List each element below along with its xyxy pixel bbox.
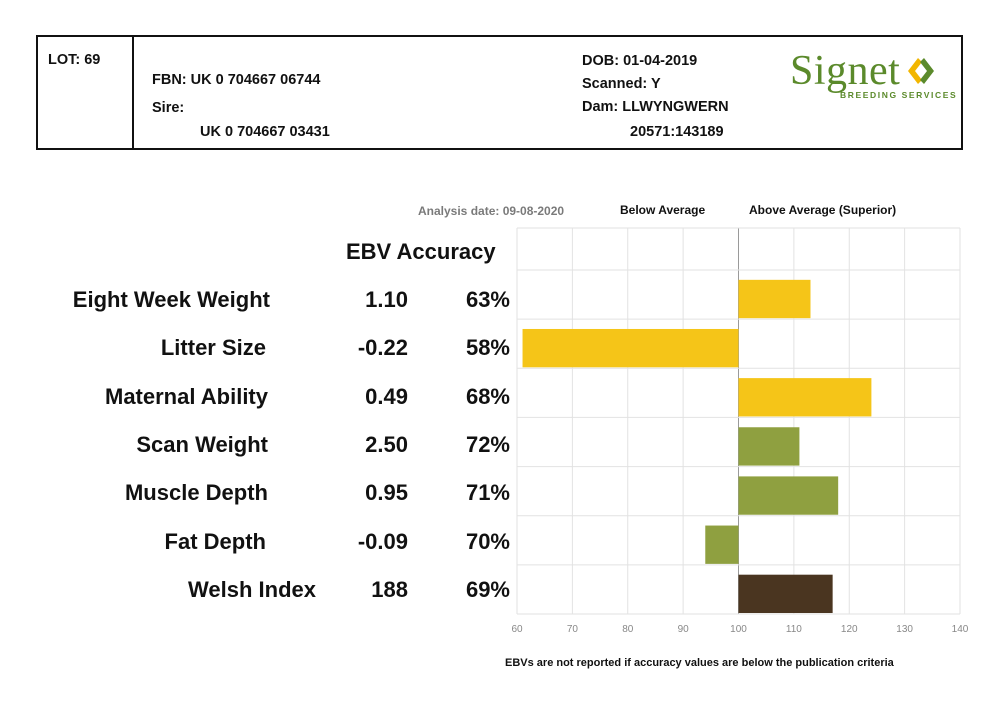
accuracy-value: 63% — [465, 287, 510, 312]
ebv-value: 0.95 — [365, 480, 408, 506]
bar-litter-size — [522, 328, 739, 368]
bar-muscle-depth — [738, 476, 839, 515]
ebv-value: 0.49 — [365, 383, 408, 409]
signet-chevrons-icon — [908, 58, 935, 84]
x-tick-label: 90 — [678, 624, 690, 635]
dam-label: Dam: LLWYNGWERN — [582, 99, 729, 115]
trait-label: Eight Week Weight — [72, 287, 270, 312]
ebv-value: 1.10 — [365, 287, 408, 312]
bar-eight-week-weight — [738, 279, 811, 319]
accuracy-value: 69% — [465, 576, 510, 602]
above-average-label: Above Average (Superior) — [749, 203, 897, 217]
lot-divider — [132, 35, 134, 150]
x-tick-label: 120 — [841, 624, 858, 635]
x-tick-label: 80 — [622, 624, 634, 635]
sire-label: Sire: — [152, 100, 185, 116]
signet-logo-subtitle: BREEDING SERVICES — [840, 90, 958, 100]
bar-scan-weight — [738, 427, 800, 466]
trait-label: Litter Size — [160, 335, 266, 361]
accuracy-value: 70% — [465, 528, 510, 554]
x-tick-label: 130 — [896, 624, 913, 635]
scanned-status: Scanned: Y — [582, 76, 661, 92]
signet-logo-word: Signet — [790, 48, 901, 94]
accuracy-value: 72% — [465, 431, 510, 457]
trait-label: Welsh Index — [188, 576, 316, 602]
animal-info-box — [36, 35, 963, 150]
x-tick-label: 140 — [952, 624, 969, 635]
ebv-value: -0.09 — [357, 528, 408, 554]
below-average-label: Below Average — [620, 203, 706, 217]
trait-label: Muscle Depth — [124, 480, 268, 506]
bar-fat-depth — [705, 525, 739, 564]
ebv-value: -0.22 — [357, 335, 408, 361]
dam-id: 20571:143189 — [630, 124, 724, 140]
footnote: EBVs are not reported if accuracy values… — [505, 657, 894, 669]
signet-logo: Signet BREEDING SERVICES — [790, 50, 957, 100]
ebv-value: 2.50 — [365, 431, 408, 457]
sire-id: UK 0 704667 03431 — [200, 124, 330, 140]
accuracy-value: 58% — [465, 335, 510, 361]
trait-label: Fat Depth — [164, 528, 266, 554]
x-tick-label: 60 — [511, 624, 523, 635]
ebv-value: 188 — [371, 576, 408, 602]
accuracy-value: 68% — [465, 383, 510, 409]
x-tick-label: 100 — [730, 624, 747, 635]
dob: DOB: 01-04-2019 — [582, 53, 698, 69]
ebv-accuracy-header: EBV Accuracy — [346, 239, 496, 264]
trait-label: Maternal Ability — [105, 383, 268, 409]
bar-maternal-ability — [738, 378, 872, 417]
lot-number: LOT: 69 — [48, 52, 101, 68]
x-tick-label: 110 — [786, 624, 802, 635]
fbn-number: FBN: UK 0 704667 06744 — [152, 72, 321, 88]
bar-welsh-index — [738, 574, 833, 614]
analysis-date: Analysis date: 09-08-2020 — [418, 204, 565, 218]
x-tick-label: 70 — [567, 624, 579, 635]
accuracy-value: 71% — [465, 480, 510, 506]
trait-label: Scan Weight — [136, 431, 268, 457]
